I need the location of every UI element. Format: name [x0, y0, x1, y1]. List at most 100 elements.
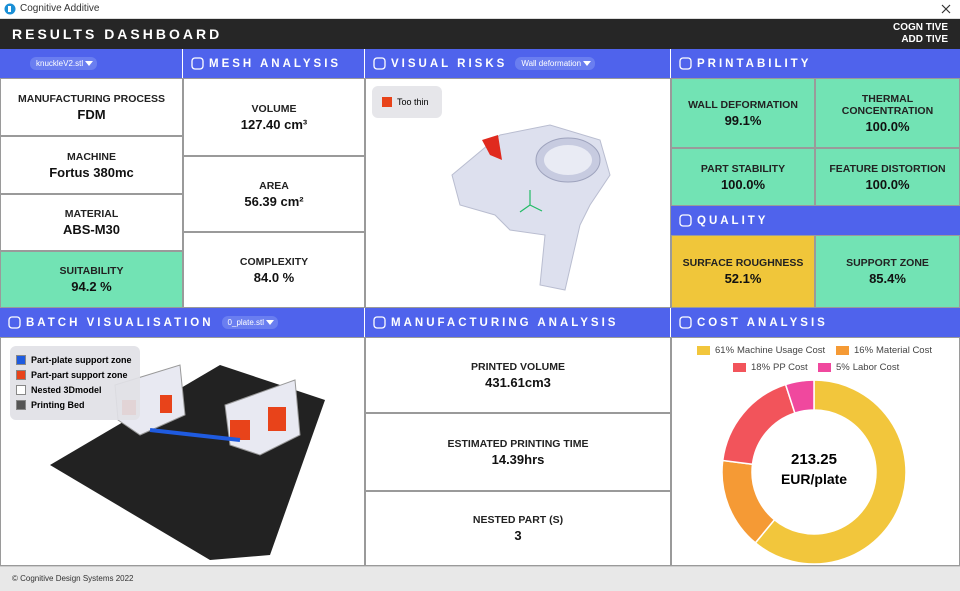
panel-icon: [679, 214, 692, 227]
legend-value: 61%: [715, 345, 735, 356]
icon-shape: [8, 316, 21, 329]
cost-legend-item: 5% Labor Cost: [818, 362, 899, 373]
metric-cell: VOLUME 127.40 cm³: [183, 78, 365, 156]
metric-label: MANUFACTURING PROCESS: [17, 92, 165, 105]
icon-shape: [373, 316, 386, 329]
metric-value: 99.1%: [724, 112, 762, 128]
logo-line: ADD TIVE: [901, 34, 948, 45]
panel-header: PRINTABILITY: [671, 49, 960, 78]
metric-cell: FEATURE DISTORTION 100.0%: [815, 148, 960, 206]
legend-text: Labor Cost: [852, 362, 900, 373]
icon-shape: [679, 214, 692, 227]
metric-value: 100.0%: [865, 176, 910, 192]
batch-3d-view: [50, 364, 325, 560]
metric-label: SURFACE ROUGHNESS: [682, 257, 804, 269]
donut-segment: [754, 379, 907, 565]
metric-label: FEATURE DISTORTION: [829, 162, 946, 175]
legend-swatch: [16, 399, 26, 410]
metric-value: 127.40 cm³: [240, 116, 308, 132]
metric-cell: AREA 56.39 cm²: [183, 156, 365, 232]
metric-cell: MANUFACTURING PROCESS FDM: [0, 78, 183, 136]
metric-cell: MATERIAL ABS-M30: [0, 194, 183, 251]
metric-cell: MACHINE Fortus 380mc: [0, 136, 183, 194]
risk-view: [365, 78, 671, 308]
legend-swatch: [733, 363, 746, 372]
legend-text: Material Cost: [876, 345, 932, 356]
footer: © Cognitive Design Systems 2022: [0, 566, 960, 591]
metric-label: VOLUME: [251, 102, 297, 115]
logo: COGN TIVE ADD TIVE: [893, 22, 948, 46]
metric-label: SUITABILITY: [59, 265, 124, 277]
dropdown-arrow: [266, 320, 275, 325]
metric-value: 85.4%: [869, 271, 906, 286]
donut-segment: [784, 379, 815, 414]
panel-header: VISUAL RISKS Wall deformation: [365, 49, 670, 78]
header-title: RESULTS DASHBOARD: [12, 26, 223, 42]
legend-swatch: [818, 363, 831, 372]
metric-label: COMPLEXITY: [239, 255, 309, 268]
legend-text: Too thin: [397, 97, 429, 107]
dropdown[interactable]: 0_plate.stl: [221, 316, 279, 329]
metric-cell: SURFACE ROUGHNESS 52.1%: [671, 235, 815, 308]
legend-text: Part-part support zone: [31, 369, 128, 380]
panel-icon: [373, 316, 386, 329]
metric-label: NESTED PART (S): [472, 514, 564, 526]
metric-cell: SUPPORT ZONE 85.4%: [815, 235, 960, 308]
metric-value: 14.39hrs: [491, 451, 545, 467]
metric-value: 94.2 %: [71, 279, 112, 294]
dropdown-text: 0_plate.stl: [227, 318, 265, 327]
legend-value: 5%: [836, 362, 850, 373]
dropdown-arrow: [85, 61, 94, 66]
cost-legend-item: 16% Material Cost: [836, 345, 932, 356]
panel-header: MESH ANALYSIS: [183, 49, 364, 78]
legend-item: Nested 3Dmodel: [16, 382, 134, 397]
arrow: [266, 320, 275, 325]
icon-shape: [373, 57, 386, 70]
icon-shape: [679, 57, 692, 70]
legend-value: 18%: [751, 362, 771, 373]
window-title: Cognitive Additive: [20, 3, 100, 14]
app-header: RESULTS DASHBOARD COGN TIVE ADD TIVE: [0, 19, 960, 49]
panel-icon: [679, 57, 692, 70]
metric-value: ABS-M30: [62, 222, 121, 237]
cost-total: 213.25: [791, 451, 837, 468]
legend-swatch: [16, 369, 26, 380]
window-bar: Cognitive Additive: [0, 0, 960, 19]
legend-swatch: [16, 384, 26, 395]
panel-header: knuckleV2.stl: [0, 49, 182, 78]
panel-header: QUALITY: [671, 206, 960, 235]
metric-cell: THERMAL CONCENTRATION 100.0%: [815, 78, 960, 148]
metric-label: THERMAL CONCENTRATION: [841, 92, 934, 117]
legend-value: 16%: [854, 345, 874, 356]
metric-cell: COMPLEXITY 84.0 %: [183, 232, 365, 308]
metric-value: 52.1%: [724, 271, 762, 286]
risk-legend: Too thin: [372, 86, 442, 118]
panel-icon: [373, 57, 386, 70]
dropdown[interactable]: knuckleV2.stl: [30, 57, 98, 70]
panel-icon: [8, 316, 21, 329]
metric-cell: SUITABILITY 94.2 %: [0, 251, 183, 308]
metric-value: Fortus 380mc: [49, 164, 134, 180]
dropdown[interactable]: Wall deformation: [515, 57, 596, 70]
close-button[interactable]: [941, 4, 951, 14]
cost-legend-item: 18% PP Cost: [733, 362, 808, 373]
dropdown-arrow: [583, 61, 592, 66]
arrow: [583, 61, 592, 66]
batch-view: [0, 337, 365, 566]
icon-shape: [191, 57, 204, 70]
metric-label: SUPPORT ZONE: [846, 257, 929, 269]
metric-label: ESTIMATED PRINTING TIME: [447, 437, 589, 450]
legend-item: Part-plate support zone: [16, 352, 134, 367]
app-icon: [4, 3, 16, 15]
metric-value: 431.61cm3: [485, 374, 551, 390]
metric-cell: WALL DEFORMATION 99.1%: [671, 78, 815, 148]
donut-chart: 213.25 EUR/plate: [721, 379, 907, 565]
donut-segment: [721, 383, 796, 466]
batch-legend: Part-plate support zone Part-part support…: [10, 346, 140, 420]
cost-legend-item: 61% Machine Usage Cost: [697, 345, 825, 356]
footer-text: © Cognitive Design Systems 2022: [12, 574, 134, 583]
legend-item: Printing Bed: [16, 397, 134, 412]
metric-label: MACHINE: [67, 150, 116, 163]
metric-value: 100.0%: [720, 176, 766, 192]
